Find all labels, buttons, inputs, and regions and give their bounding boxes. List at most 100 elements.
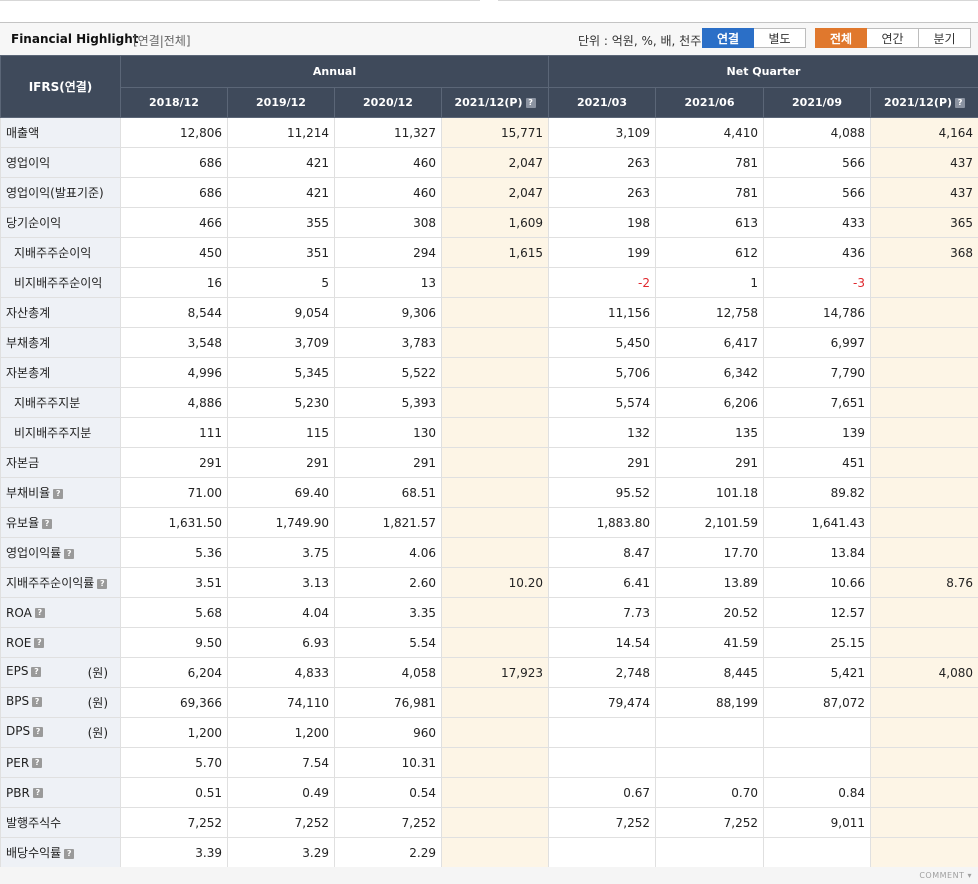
- table-cell: 5,574: [548, 387, 657, 418]
- table-cell: [548, 747, 657, 778]
- unit-label: 단위 : 억원, %, 배, 천주: [578, 34, 702, 48]
- table-cell: 781: [655, 177, 765, 208]
- help-icon[interactable]: ?: [32, 788, 43, 798]
- help-icon[interactable]: ?: [64, 848, 75, 859]
- comment-toggle[interactable]: COMMENT ▾: [919, 871, 972, 880]
- table-cell: 101.18: [655, 477, 765, 508]
- row-label: 부채총계: [0, 327, 121, 358]
- table-cell: 10.66: [763, 567, 872, 598]
- table-cell: [870, 537, 978, 568]
- table-row: ROA? 5.68 4.04 3.35 7.73 20.52 12.57: [0, 597, 978, 628]
- row-label: ROA?: [0, 597, 121, 628]
- table-cell: 2,047: [440, 177, 550, 208]
- table-cell: 1: [655, 267, 765, 298]
- consolidated-button[interactable]: 연결: [702, 28, 754, 48]
- table-cell: 0.84: [763, 777, 872, 808]
- table-cell: 451: [763, 447, 872, 478]
- row-label-text: 지배주주순이익: [14, 246, 92, 260]
- table-cell: 6,342: [655, 357, 765, 388]
- table-cell: 8,544: [120, 297, 228, 328]
- table-cell: 7,252: [120, 807, 228, 838]
- help-icon[interactable]: ?: [34, 638, 45, 648]
- table-cell: 5,450: [548, 327, 657, 358]
- row-label: DPS? (원): [0, 717, 121, 748]
- table-cell: [870, 477, 978, 508]
- column-header-label: 2019/12: [256, 96, 306, 109]
- table-row: PER? 5.70 7.54 10.31: [0, 747, 978, 778]
- row-label: 지배주주순이익: [0, 237, 121, 268]
- table-row: PBR? 0.51 0.49 0.54 0.67 0.70 0.84: [0, 777, 978, 808]
- table-cell: 7,252: [227, 807, 335, 838]
- row-label-text: 영업이익률: [6, 546, 62, 560]
- table-cell: [870, 627, 978, 658]
- table-cell: [870, 447, 978, 478]
- all-period-button[interactable]: 전체: [815, 28, 867, 48]
- table-cell: [440, 267, 550, 298]
- table-cell: [763, 747, 872, 778]
- help-icon[interactable]: ?: [34, 608, 45, 618]
- table-cell: 12.57: [763, 597, 872, 628]
- table-cell: 3.13: [227, 567, 335, 598]
- help-icon[interactable]: ?: [64, 548, 75, 559]
- row-label: 영업이익: [0, 147, 121, 178]
- table-cell: 13.89: [655, 567, 765, 598]
- row-label: 자본금: [0, 447, 121, 478]
- table-cell: 132: [548, 417, 657, 448]
- table-cell: 291: [120, 447, 228, 478]
- table-row: 당기순이익 466 355 308 1,609 198 613 433 365: [0, 207, 978, 238]
- table-cell: 3,548: [120, 327, 228, 358]
- row-unit: (원): [87, 726, 108, 740]
- separate-button[interactable]: 별도: [754, 28, 806, 48]
- table-cell: 9,306: [334, 297, 442, 328]
- help-icon[interactable]: ?: [42, 518, 53, 529]
- table-row: EPS? (원) 6,204 4,833 4,058 17,923 2,748 8,445 5,…: [0, 657, 978, 688]
- table-cell: 7,252: [655, 807, 765, 838]
- row-label-text: 영업이익(발표기준): [6, 186, 104, 200]
- table-cell: 5.70: [120, 747, 228, 778]
- help-icon[interactable]: ?: [32, 696, 43, 707]
- table-cell: 686: [120, 177, 228, 208]
- table-cell: 351: [227, 237, 335, 268]
- table-cell: 433: [763, 207, 872, 238]
- table-cell: 71.00: [120, 477, 228, 508]
- table-cell: 1,821.57: [334, 507, 442, 538]
- quarterly-button[interactable]: 분기: [919, 28, 971, 48]
- table-cell: 14.54: [548, 627, 657, 658]
- row-label: EPS? (원): [0, 657, 121, 688]
- row-label: 지배주주순이익률?: [0, 567, 121, 598]
- row-label: 지배주주지분: [0, 387, 121, 418]
- table-cell: 5,522: [334, 357, 442, 388]
- table-cell: 6.93: [227, 627, 335, 658]
- row-label-text: 자본금: [6, 456, 40, 470]
- table-cell: 291: [548, 447, 657, 478]
- table-cell: 450: [120, 237, 228, 268]
- row-label: PER?: [0, 747, 121, 778]
- help-icon[interactable]: ?: [53, 488, 64, 499]
- help-icon[interactable]: ?: [33, 726, 44, 737]
- row-label: 영업이익률?: [0, 537, 121, 568]
- table-cell: [870, 357, 978, 388]
- table-cell: 1,615: [440, 237, 550, 268]
- annual-group-header: Annual: [119, 55, 550, 88]
- help-icon[interactable]: ?: [32, 758, 43, 768]
- table-cell: 613: [655, 207, 765, 238]
- help-icon[interactable]: ?: [97, 578, 108, 589]
- table-corner-header: IFRS(연결): [0, 55, 121, 118]
- help-icon[interactable]: ?: [31, 666, 42, 677]
- table-row: 지배주주순이익 450 351 294 1,615 199 612 436 368: [0, 237, 978, 268]
- table-cell: 88,199: [655, 687, 765, 718]
- table-row: 매출액 12,806 11,214 11,327 15,771 3,109 4,410 4,0…: [0, 117, 978, 148]
- help-icon[interactable]: ?: [955, 98, 966, 108]
- table-cell: 10.31: [334, 747, 442, 778]
- table-cell: 355: [227, 207, 335, 238]
- annual-button[interactable]: 연간: [867, 28, 919, 48]
- table-cell: 263: [548, 147, 657, 178]
- table-cell: -2: [548, 267, 657, 298]
- help-icon[interactable]: ?: [525, 98, 536, 108]
- basis-toggle: 연결 별도: [702, 28, 806, 48]
- table-cell: 263: [548, 177, 657, 208]
- table-cell: 69.40: [227, 477, 335, 508]
- row-label: 자산총계: [0, 297, 121, 328]
- row-label-text: DPS: [6, 724, 31, 738]
- table-row: 비지배주주지분 111 115 130 132 135 139: [0, 417, 978, 448]
